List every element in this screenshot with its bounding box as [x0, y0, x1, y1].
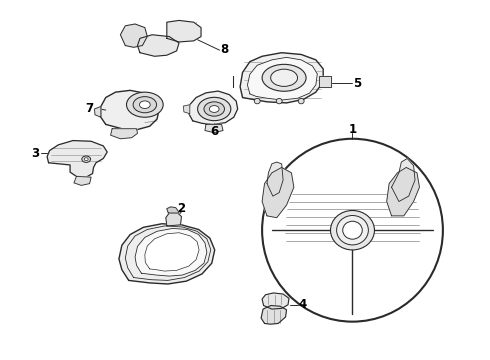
Ellipse shape [197, 97, 231, 121]
Text: 7: 7 [86, 102, 94, 115]
Polygon shape [101, 90, 159, 130]
Ellipse shape [204, 102, 224, 116]
Ellipse shape [133, 96, 157, 113]
Ellipse shape [82, 156, 91, 162]
Ellipse shape [298, 98, 304, 104]
Polygon shape [167, 207, 179, 213]
Ellipse shape [254, 98, 260, 104]
Ellipse shape [337, 216, 368, 245]
Polygon shape [47, 140, 107, 177]
Polygon shape [205, 125, 223, 133]
Ellipse shape [262, 64, 306, 91]
Ellipse shape [126, 92, 163, 117]
Ellipse shape [262, 139, 443, 321]
Polygon shape [267, 162, 283, 196]
Text: 5: 5 [353, 77, 362, 90]
Polygon shape [138, 35, 179, 56]
Polygon shape [247, 57, 318, 100]
Text: 3: 3 [31, 147, 39, 159]
Polygon shape [262, 167, 294, 218]
Polygon shape [95, 107, 101, 117]
Polygon shape [189, 91, 238, 125]
Ellipse shape [140, 101, 150, 108]
Ellipse shape [270, 69, 297, 86]
Text: 4: 4 [298, 298, 307, 311]
Polygon shape [262, 293, 289, 309]
Polygon shape [392, 158, 415, 202]
Text: 2: 2 [177, 202, 186, 215]
Polygon shape [74, 176, 91, 185]
Polygon shape [119, 224, 215, 284]
Ellipse shape [209, 105, 219, 112]
Text: 8: 8 [220, 42, 229, 55]
Polygon shape [183, 105, 190, 114]
Polygon shape [166, 213, 181, 226]
Ellipse shape [331, 211, 374, 250]
Polygon shape [240, 53, 323, 103]
Ellipse shape [276, 98, 282, 104]
Polygon shape [167, 21, 201, 42]
Text: 1: 1 [348, 123, 357, 136]
Polygon shape [261, 306, 287, 324]
Polygon shape [319, 76, 331, 87]
Ellipse shape [343, 221, 362, 239]
Polygon shape [387, 167, 419, 216]
Ellipse shape [84, 158, 88, 161]
Polygon shape [145, 233, 199, 271]
Polygon shape [111, 129, 138, 139]
Polygon shape [121, 24, 147, 47]
Text: 6: 6 [210, 125, 219, 138]
Polygon shape [135, 228, 207, 276]
